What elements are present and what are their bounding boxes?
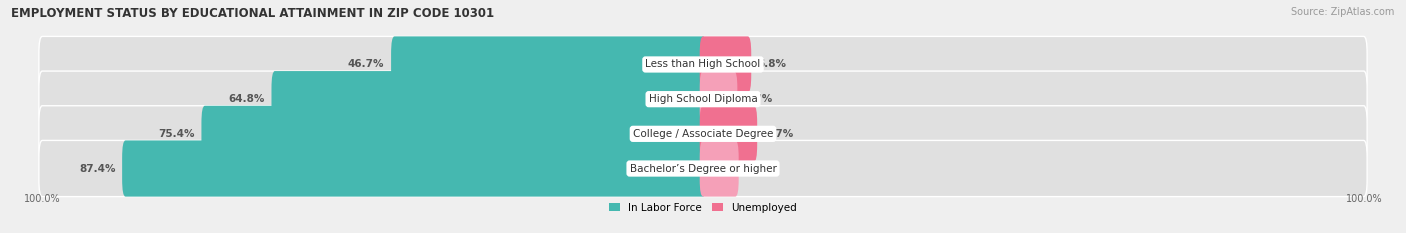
FancyBboxPatch shape [39, 36, 1367, 93]
Text: Source: ZipAtlas.com: Source: ZipAtlas.com [1291, 7, 1395, 17]
FancyBboxPatch shape [39, 106, 1367, 162]
Text: 4.9%: 4.9% [745, 164, 775, 174]
Text: 7.7%: 7.7% [763, 129, 793, 139]
FancyBboxPatch shape [201, 106, 706, 162]
Text: EMPLOYMENT STATUS BY EDUCATIONAL ATTAINMENT IN ZIP CODE 10301: EMPLOYMENT STATUS BY EDUCATIONAL ATTAINM… [11, 7, 495, 20]
Text: Less than High School: Less than High School [645, 59, 761, 69]
FancyBboxPatch shape [700, 71, 737, 127]
Text: College / Associate Degree: College / Associate Degree [633, 129, 773, 139]
FancyBboxPatch shape [700, 106, 758, 162]
FancyBboxPatch shape [391, 36, 706, 93]
Legend: In Labor Force, Unemployed: In Labor Force, Unemployed [609, 203, 797, 213]
Text: High School Diploma: High School Diploma [648, 94, 758, 104]
Text: Bachelor’s Degree or higher: Bachelor’s Degree or higher [630, 164, 776, 174]
Text: 75.4%: 75.4% [159, 129, 195, 139]
FancyBboxPatch shape [39, 71, 1367, 127]
Text: 46.7%: 46.7% [347, 59, 384, 69]
FancyBboxPatch shape [271, 71, 706, 127]
FancyBboxPatch shape [122, 140, 706, 197]
Text: 87.4%: 87.4% [79, 164, 115, 174]
Text: 64.8%: 64.8% [229, 94, 264, 104]
FancyBboxPatch shape [700, 140, 738, 197]
Text: 4.7%: 4.7% [744, 94, 773, 104]
FancyBboxPatch shape [700, 36, 751, 93]
Text: 6.8%: 6.8% [758, 59, 787, 69]
FancyBboxPatch shape [39, 140, 1367, 197]
